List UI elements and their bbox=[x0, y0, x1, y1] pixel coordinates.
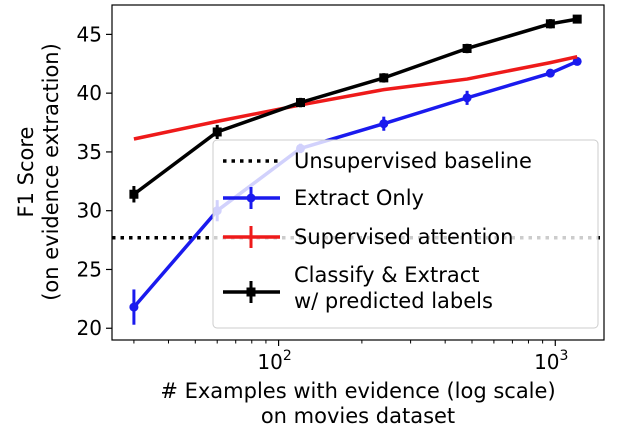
x-tick-label: 102 bbox=[257, 348, 291, 374]
data-point bbox=[379, 73, 389, 83]
legend-marker bbox=[246, 193, 256, 203]
legend-label: Classify & Extract bbox=[294, 263, 479, 287]
x-axis-label-line-1: # Examples with evidence (log scale) bbox=[160, 379, 555, 403]
y-tick-label: 25 bbox=[77, 257, 102, 281]
y-tick-label: 20 bbox=[77, 316, 102, 340]
data-point bbox=[462, 93, 472, 103]
legend-label: Unsupervised baseline bbox=[294, 149, 532, 173]
y-tick-label: 45 bbox=[77, 22, 102, 46]
data-point bbox=[379, 119, 389, 129]
legend-label: Extract Only bbox=[294, 186, 424, 210]
x-axis-label-line-2: on movies dataset bbox=[261, 404, 455, 428]
y-axis-label-line-2: (on evidence extraction) bbox=[39, 43, 63, 301]
series-2 bbox=[133, 55, 578, 141]
y-tick-label: 40 bbox=[77, 81, 102, 105]
series-3 bbox=[129, 14, 582, 203]
legend-marker bbox=[246, 287, 256, 297]
data-point bbox=[129, 302, 139, 312]
data-point bbox=[129, 189, 139, 199]
data-point bbox=[295, 98, 305, 108]
axes-layer: 20 25 30 35 40 45 102 103 bbox=[77, 4, 605, 374]
legend-label: w/ predicted labels bbox=[294, 289, 493, 313]
series-line bbox=[133, 55, 578, 141]
legend-item-0: Unsupervised baseline bbox=[223, 149, 532, 173]
data-point bbox=[545, 19, 555, 29]
legend: Unsupervised baseline Extract Only Supervi… bbox=[212, 139, 599, 329]
x-tick-label: 103 bbox=[534, 348, 568, 374]
legend-item-1: Extract Only bbox=[223, 186, 424, 210]
plot-frame bbox=[111, 4, 605, 341]
data-point bbox=[572, 56, 582, 66]
y-axis-label-line-1: F1 Score bbox=[14, 127, 38, 218]
y-tick-label: 35 bbox=[77, 140, 102, 164]
data-point bbox=[212, 127, 222, 137]
data-point bbox=[462, 43, 472, 53]
legend-label: Supervised attention bbox=[294, 225, 513, 249]
data-point bbox=[572, 14, 582, 24]
legend-item-2: Supervised attention bbox=[223, 225, 513, 249]
data-point bbox=[545, 68, 555, 78]
axis-labels: # Examples with evidence (log scale)on m… bbox=[14, 43, 556, 428]
legend-box bbox=[212, 139, 599, 329]
y-tick-label: 30 bbox=[77, 199, 102, 223]
